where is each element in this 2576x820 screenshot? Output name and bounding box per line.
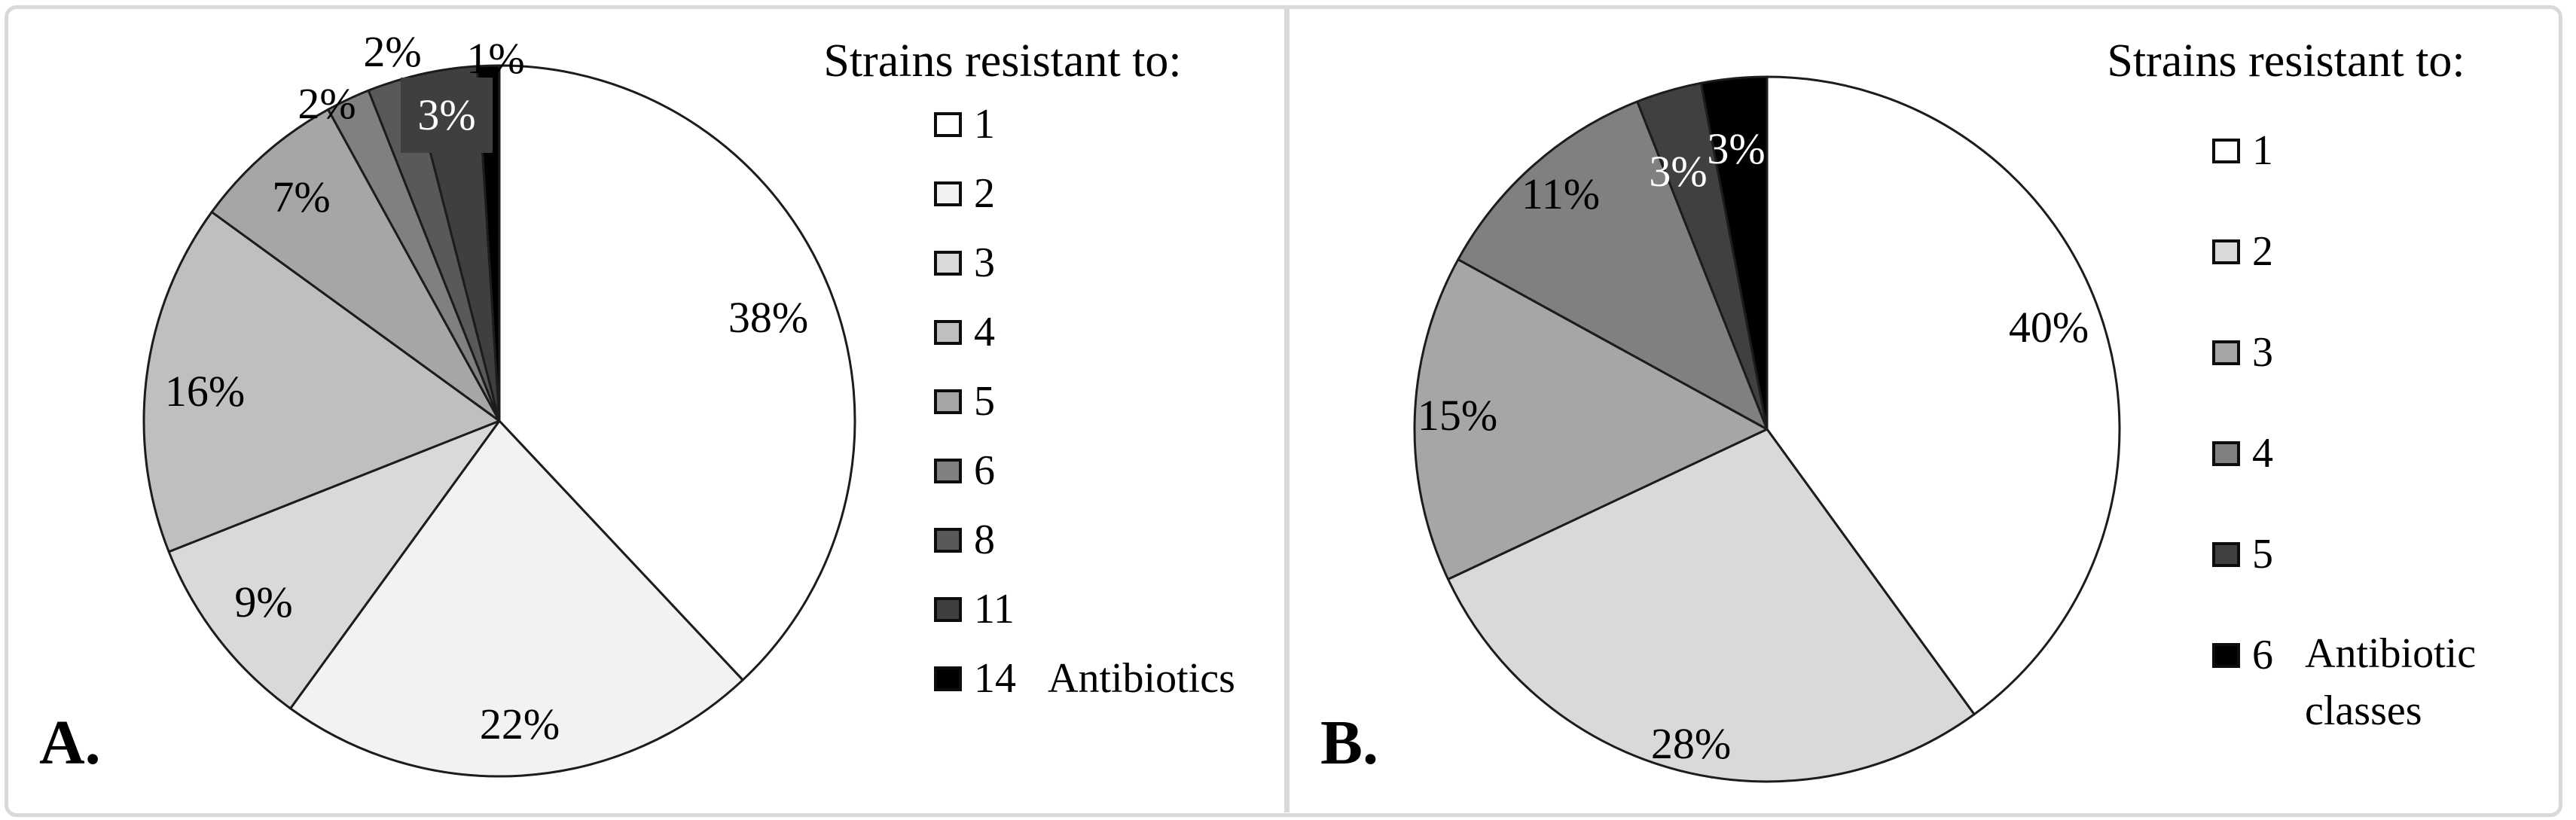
legend-series-name-line: Antibiotics (1048, 655, 1235, 702)
pie-b (1413, 75, 2121, 783)
pie-slice-3 (167, 419, 501, 710)
legend-item-label: 4 (2252, 430, 2273, 477)
pie-label: 38% (728, 293, 809, 342)
legend-swatch-icon (934, 458, 962, 483)
legend-item-label: 11 (974, 586, 1015, 633)
pie-slice-4 (142, 211, 501, 553)
legend-swatch-icon (2212, 138, 2240, 163)
pie-slice-2 (289, 419, 744, 778)
legend-item: 1 (934, 103, 995, 145)
pie-label: 28% (1650, 719, 1732, 768)
pie-label: 2% (298, 79, 356, 128)
legend-item-label: 6 (974, 447, 995, 494)
legend-series-name-line: classes (2305, 687, 2422, 734)
legend-item: 11 (934, 588, 1015, 630)
legend-item-label: 6 (2252, 632, 2273, 678)
legend-swatch-icon (934, 666, 962, 691)
legend-item-label: 5 (2252, 531, 2273, 578)
legend-item: 5 (934, 380, 995, 422)
pie-slice-14 (475, 64, 501, 422)
pie-label: 11% (1521, 169, 1601, 218)
pie-slice-6 (1699, 75, 1769, 431)
pie-label: 1% (466, 34, 525, 83)
pie-label: 15% (1417, 391, 1498, 440)
legend-item-label: 4 (974, 309, 995, 355)
pie-label: 9% (234, 578, 293, 626)
legend-swatch-icon (2212, 642, 2240, 668)
legend-item: 8 (934, 519, 995, 561)
pie-label: 16% (164, 367, 246, 416)
panel-divider (1284, 7, 1290, 812)
legend-title-b: Strains resistant to: (2107, 35, 2465, 87)
pie-a (142, 64, 856, 778)
legend-item: 1 (2212, 130, 2273, 172)
legend-item: 3 (2212, 331, 2273, 373)
pie-label: 3% (1649, 147, 1708, 196)
legend-item: 2 (934, 172, 995, 215)
pie-label: 3% (1707, 124, 1766, 173)
legend-item: 14 Antibiotics (934, 650, 1235, 707)
pie-slice-5 (210, 108, 501, 422)
legend-item: 6 (934, 450, 995, 492)
legend-swatch-icon (934, 250, 962, 276)
pie-slice-4 (1457, 100, 1769, 431)
legend-swatch-icon (934, 596, 962, 622)
pie-label: 7% (272, 172, 331, 221)
legend-swatch-icon (934, 527, 962, 553)
legend-item-label: 3 (2252, 329, 2273, 376)
pie-label: 22% (479, 700, 560, 748)
legend-title-a: Strains resistant to: (823, 35, 1182, 87)
legend-swatch-icon (934, 319, 962, 345)
legend-item: 5 (2212, 533, 2273, 575)
legend-item-label: 8 (974, 517, 995, 563)
panel-a: A. Strains resistant to: 38% 22% 9% 16% 7% 2%… (39, 27, 1235, 778)
legend-series-name: Antibiotic classes (2305, 625, 2476, 739)
legend-item-label: 1 (2252, 127, 2273, 174)
panel-letter-b: B. (1320, 708, 1379, 778)
pie-slice-2 (1447, 428, 1976, 783)
legend-swatch-icon (2212, 541, 2240, 567)
legend-series-name-line: Antibiotic (2305, 630, 2477, 677)
legend-swatch-icon (934, 389, 962, 414)
legend-item: 3 (934, 242, 995, 284)
pie-slice-3 (1413, 258, 1769, 581)
legend-series-name: Antibiotics (1048, 650, 1235, 707)
legend-swatch-icon (934, 111, 962, 137)
legend-item: 6 Antibiotic classes (2212, 598, 2476, 734)
legend-swatch-icon (2212, 440, 2240, 466)
legend-item-label: 3 (974, 239, 995, 286)
legend-item-label: 5 (974, 378, 995, 425)
legend-item: 4 (934, 311, 995, 353)
pie-slice-1 (1766, 75, 2121, 716)
legend-item-label: 2 (974, 170, 995, 217)
legend-item: 2 (2212, 230, 2273, 273)
legend-swatch-icon (934, 181, 962, 206)
pie-label: 2% (363, 27, 422, 76)
pie-label: 3% (401, 78, 493, 153)
pie-label: 40% (2008, 303, 2089, 352)
pie-slice-1 (498, 64, 856, 681)
legend-item-label: 2 (2252, 228, 2273, 275)
legend-swatch-icon (2212, 340, 2240, 365)
legend-item-label: 1 (974, 101, 995, 148)
legend-item: 4 (2212, 432, 2273, 474)
panel-b: B. Strains resistant to: 40% 28% 15% 11% 3% 3… (1288, 0, 2576, 820)
panel-letter-a: A. (39, 708, 101, 778)
legend-swatch-icon (2212, 239, 2240, 264)
legend-item-label: 14 (974, 655, 1016, 702)
